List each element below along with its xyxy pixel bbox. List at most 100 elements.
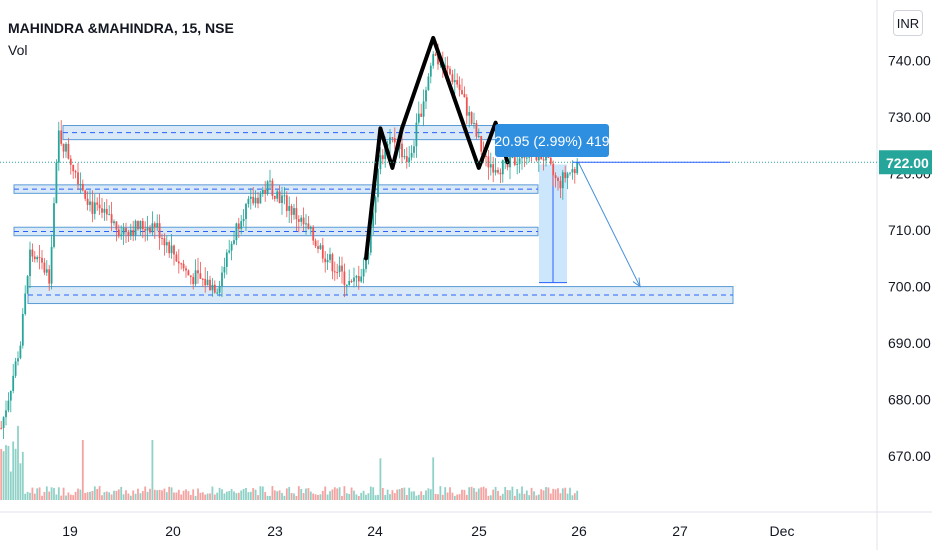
candle-body [187, 270, 190, 276]
candle-body [33, 256, 36, 260]
candle-body [14, 361, 17, 376]
candle-body [336, 271, 339, 273]
candle-body [331, 254, 334, 272]
candle-body [50, 246, 53, 284]
volume-bar [485, 488, 487, 500]
volume-bar [271, 486, 274, 500]
volume-bar [31, 487, 34, 500]
volume-bar [230, 489, 233, 500]
volume-bar [425, 490, 427, 500]
volume-bar [158, 489, 161, 500]
candle-body [132, 230, 135, 236]
volume-bar [156, 490, 159, 500]
candle-body [362, 268, 365, 277]
currency-button[interactable]: INR [893, 10, 923, 36]
volume-bar [535, 495, 538, 500]
volume-bar [381, 487, 384, 500]
candle-body [432, 54, 435, 66]
volume-bar [50, 487, 53, 500]
volume-bar [525, 490, 528, 500]
volume-bar [497, 490, 499, 500]
volume-bar [432, 457, 435, 500]
candle-body [381, 155, 384, 160]
volume-bar [506, 490, 509, 500]
candle-body [391, 137, 394, 139]
candle-body [420, 113, 423, 117]
volume-bar [185, 489, 187, 500]
volume-bar [120, 486, 123, 500]
candle-body [161, 237, 163, 239]
volume-bar [338, 487, 341, 500]
candle-body [266, 181, 269, 194]
candle-body [293, 208, 295, 215]
candle-body [91, 201, 94, 214]
volume-bar [384, 495, 387, 500]
volume-bar [26, 491, 29, 500]
candle-body [189, 275, 192, 277]
candle-body [0, 427, 3, 429]
volume-bar [487, 495, 490, 500]
volume-bar [266, 495, 269, 500]
volume-bar [127, 493, 130, 500]
candle-body [197, 270, 199, 274]
candle-body [338, 265, 341, 273]
volume-bar [192, 489, 195, 500]
candle-body [319, 245, 322, 249]
price-axis-tick-label: 670.00 [888, 448, 931, 464]
candle-body [566, 173, 569, 179]
candle-body [7, 400, 10, 411]
candle-body [21, 313, 24, 346]
candle-body [571, 169, 574, 173]
volume-bar [513, 495, 516, 500]
price-axis-tick-label: 740.00 [888, 53, 931, 69]
volume-bar [545, 487, 547, 500]
volume-bar [290, 493, 293, 500]
candle-body [290, 206, 293, 215]
volume-bar [115, 490, 118, 500]
measurement-badge [495, 124, 609, 157]
volume-bar [132, 490, 135, 500]
candle-body [417, 113, 420, 123]
candle-body [204, 278, 207, 286]
candle-body [365, 259, 367, 269]
candle-body [357, 276, 360, 282]
volume-bar [257, 495, 259, 500]
volume-bar [324, 486, 327, 500]
volume-bar [329, 491, 331, 500]
volume-bar [427, 488, 430, 500]
candle-body [516, 163, 519, 165]
volume-bar [168, 486, 171, 500]
volume-bar [516, 489, 519, 500]
volume-bar [276, 491, 279, 500]
candle-body [252, 196, 255, 204]
volume-bar [194, 495, 197, 500]
volume-bar [7, 445, 10, 500]
volume-bar [444, 487, 447, 500]
candle-body [177, 261, 180, 264]
volume-bar [530, 487, 533, 500]
candle-body [463, 93, 466, 98]
volume-bar [245, 488, 247, 500]
volume-bar [307, 488, 310, 500]
volume-bar [72, 495, 75, 500]
candle-body [108, 214, 111, 216]
volume-bar [43, 492, 46, 500]
volume-bar [36, 488, 39, 500]
candle-body [377, 168, 379, 198]
candle-body [254, 197, 257, 204]
candle-body [41, 257, 43, 263]
volume-bar [415, 495, 418, 500]
volume-bar [389, 494, 391, 500]
volume-bar [367, 493, 370, 500]
time-axis-tick-label: 24 [367, 523, 383, 539]
volume-bar [309, 491, 312, 500]
candle-body [372, 212, 375, 227]
volume-bar [2, 451, 5, 500]
volume-bar [17, 425, 19, 500]
volume-bar [285, 488, 288, 500]
volume-bar [564, 487, 567, 500]
candle-body [9, 390, 12, 401]
volume-bar [547, 487, 550, 500]
